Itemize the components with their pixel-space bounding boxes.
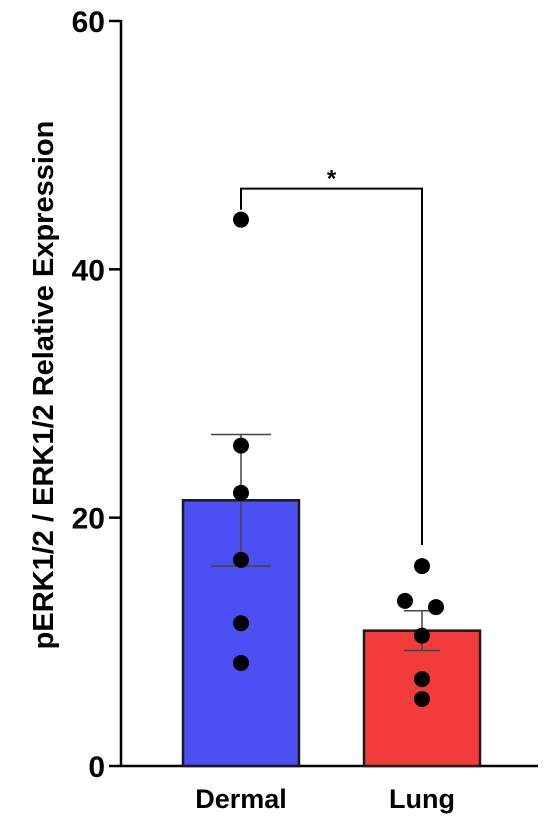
data-point [233,615,249,632]
y-axis-title: pERK1/2 / ERK1/2 Relative Expression [28,121,60,650]
y-tick-label: 0 [88,751,105,784]
data-point [397,592,413,609]
data-point [428,599,444,616]
y-tick-label: 60 [72,6,105,39]
data-point [233,551,249,568]
data-points [233,211,444,707]
bars [181,499,482,768]
data-point [414,690,430,707]
significance-bracket: * [240,166,423,545]
significance-line [240,187,423,545]
y-tick-label: 40 [72,254,105,287]
x-tick-label-lung: Lung [389,784,455,814]
significance-label: * [327,166,337,193]
x-axis-labels: Dermal Lung [195,784,455,814]
data-point [233,484,249,501]
data-point [233,211,249,228]
data-point [414,558,430,575]
y-tick-label: 20 [72,503,105,536]
data-point [414,671,430,688]
data-point [414,627,430,644]
x-tick-label-dermal: Dermal [195,784,287,814]
data-point [233,437,249,454]
data-point [233,654,249,671]
